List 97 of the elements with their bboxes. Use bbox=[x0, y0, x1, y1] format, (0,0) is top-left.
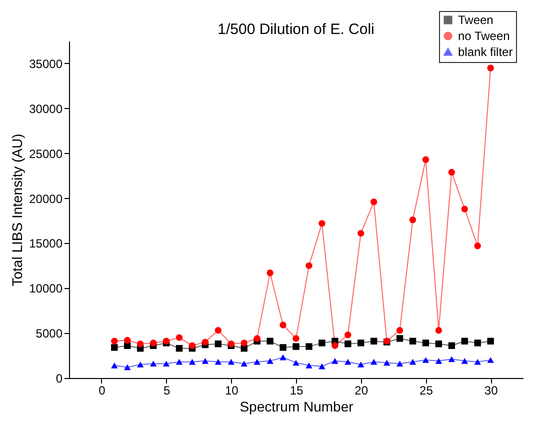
x-axis-title: Spectrum Number bbox=[240, 398, 354, 414]
point bbox=[487, 357, 494, 363]
point bbox=[396, 327, 404, 334]
point bbox=[461, 206, 468, 212]
point bbox=[474, 340, 481, 346]
point bbox=[136, 340, 144, 348]
point bbox=[422, 340, 430, 346]
point bbox=[448, 356, 456, 362]
point bbox=[435, 340, 442, 348]
point bbox=[409, 358, 416, 365]
y-tick-label: 20000 bbox=[29, 192, 63, 206]
x-tick-label: 0 bbox=[98, 384, 106, 398]
point bbox=[254, 335, 260, 342]
point bbox=[422, 357, 430, 363]
point bbox=[318, 340, 326, 346]
point bbox=[370, 198, 378, 206]
point bbox=[202, 338, 209, 346]
point bbox=[266, 358, 274, 364]
point bbox=[422, 156, 430, 163]
point bbox=[344, 340, 352, 348]
x-tick-label: 20 bbox=[354, 384, 368, 398]
point bbox=[358, 362, 364, 368]
x-tick-label: 25 bbox=[420, 384, 434, 398]
point bbox=[150, 340, 157, 346]
point bbox=[266, 270, 274, 276]
x-tick-label: 30 bbox=[484, 384, 498, 398]
y-tick-label: 0 bbox=[56, 372, 63, 386]
point bbox=[188, 342, 196, 349]
point bbox=[306, 343, 312, 350]
point bbox=[344, 332, 352, 338]
point bbox=[474, 358, 481, 365]
legend-label: blank filter bbox=[458, 45, 513, 59]
y-tick-label: 5000 bbox=[36, 326, 63, 341]
point bbox=[176, 344, 183, 352]
x-tick-label: 10 bbox=[224, 384, 239, 398]
point bbox=[448, 168, 456, 176]
point bbox=[111, 344, 118, 351]
point bbox=[306, 262, 312, 270]
y-tick-label: 10000 bbox=[29, 282, 63, 296]
point bbox=[318, 220, 326, 227]
point bbox=[214, 327, 222, 334]
point bbox=[240, 340, 248, 346]
point bbox=[332, 358, 338, 364]
point bbox=[461, 338, 468, 345]
legend-label: Tween bbox=[458, 13, 494, 27]
point bbox=[318, 363, 326, 370]
chart-title: 1/500 Dilution of E. Coli bbox=[218, 21, 374, 38]
point bbox=[487, 338, 494, 345]
x-tick-label: 5 bbox=[163, 384, 170, 398]
point bbox=[448, 342, 456, 349]
point bbox=[176, 358, 183, 365]
point bbox=[370, 358, 378, 365]
y-tick-label: 25000 bbox=[29, 146, 63, 161]
point bbox=[214, 340, 222, 348]
point bbox=[292, 335, 300, 342]
y-tick-label: 35000 bbox=[29, 56, 63, 71]
point bbox=[111, 338, 118, 344]
point bbox=[474, 242, 481, 250]
point bbox=[136, 362, 144, 368]
point bbox=[228, 358, 234, 365]
point bbox=[111, 362, 118, 368]
point bbox=[370, 338, 378, 345]
point bbox=[124, 364, 131, 370]
point bbox=[332, 342, 338, 349]
point bbox=[176, 334, 183, 341]
point bbox=[396, 335, 404, 342]
point bbox=[487, 64, 494, 72]
point bbox=[202, 358, 209, 364]
point bbox=[214, 358, 222, 365]
point bbox=[240, 360, 248, 367]
point bbox=[409, 216, 416, 224]
point bbox=[150, 360, 157, 367]
point bbox=[383, 360, 390, 366]
y-tick-label: 30000 bbox=[29, 102, 63, 116]
point bbox=[461, 358, 468, 364]
point bbox=[254, 358, 260, 365]
y-tick-label: 15000 bbox=[29, 236, 63, 251]
point bbox=[306, 362, 312, 368]
point bbox=[188, 358, 196, 365]
point bbox=[435, 358, 442, 364]
point bbox=[280, 354, 286, 360]
point bbox=[266, 338, 274, 345]
point bbox=[292, 360, 300, 366]
point bbox=[435, 327, 442, 334]
x-tick-label: 15 bbox=[290, 384, 304, 398]
y-axis-title: Total LIBS Intensity (AU) bbox=[9, 134, 26, 286]
point bbox=[124, 336, 131, 344]
point bbox=[344, 358, 352, 365]
point bbox=[358, 230, 364, 237]
point bbox=[162, 360, 170, 367]
point bbox=[358, 340, 364, 346]
point bbox=[409, 338, 416, 345]
point bbox=[396, 360, 404, 367]
legend-label: no Tween bbox=[458, 29, 510, 43]
point bbox=[292, 343, 300, 350]
point bbox=[280, 344, 286, 351]
point bbox=[280, 322, 286, 328]
